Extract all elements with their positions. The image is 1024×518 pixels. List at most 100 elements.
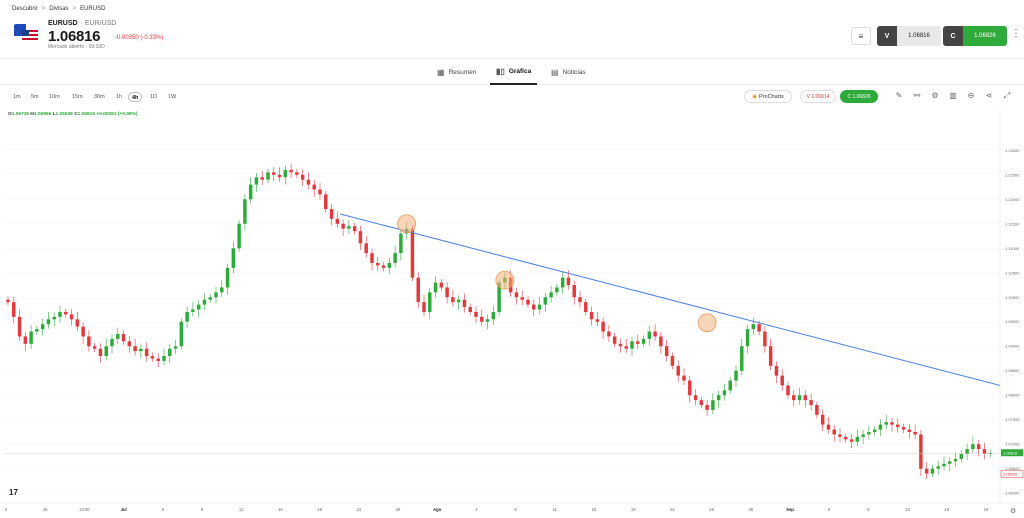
candle-body: [589, 311, 594, 320]
candle-body: [289, 169, 293, 173]
fullscreen-icon[interactable]: ⤢: [1003, 91, 1011, 100]
x-tick-label: 15: [592, 507, 597, 512]
candle-body: [890, 422, 894, 425]
candle-body: [815, 405, 819, 415]
timeframe-5m[interactable]: 5m: [31, 94, 39, 100]
candle-body: [664, 346, 669, 357]
timeframe-1h[interactable]: 1h: [116, 94, 123, 100]
y-tick-label: 1.10000: [1005, 295, 1020, 300]
price-chart[interactable]: 1.13000 1.12500 1.12000 1.11500 1.11000 1.105…: [0, 108, 1024, 518]
candle-body: [971, 444, 975, 450]
tab-chart[interactable]: ▮▯ Gráfica: [490, 59, 538, 85]
candle-body: [774, 365, 779, 376]
tab-news[interactable]: ▤ Noticias: [551, 59, 586, 85]
candle-body: [17, 316, 22, 337]
candle-body: [797, 395, 802, 401]
gear-icon[interactable]: ⚙: [931, 91, 939, 100]
candle-body: [792, 395, 796, 401]
chart-settings-icon[interactable]: ⚙: [1010, 508, 1017, 515]
candle-body: [347, 226, 351, 229]
candle-body: [820, 414, 825, 425]
watchlist-add-button[interactable]: ≡: [851, 27, 871, 45]
candle-body: [549, 292, 553, 298]
buy-label: C: [943, 26, 963, 46]
y-tick-label: 1.07500: [1005, 417, 1020, 422]
candle-body: [844, 436, 848, 440]
candle-body: [214, 292, 218, 298]
candle-body: [896, 424, 900, 428]
x-tick-label: 12: [239, 507, 244, 512]
more-options-icon[interactable]: ⋮: [1011, 28, 1021, 39]
candle-body: [942, 463, 946, 467]
candle-body: [930, 468, 935, 474]
candle-body: [693, 395, 698, 401]
procharts-button[interactable]: ◉ ProCharts: [744, 90, 792, 103]
x-tick-label: 19: [317, 507, 322, 512]
candle-body: [607, 331, 611, 337]
candle-body: [948, 461, 952, 464]
candle-body: [69, 314, 74, 320]
breadcrumb-item-currencies[interactable]: Divisas: [49, 6, 69, 12]
procharts-icon: ◉: [752, 93, 758, 100]
candle-body: [196, 304, 201, 310]
x-tick-label: 25: [709, 507, 714, 512]
breadcrumb-item-discover[interactable]: Descubrir: [12, 6, 38, 12]
candle-body: [12, 302, 16, 317]
timeframe-4h[interactable]: 4h: [128, 92, 143, 102]
tab-summary[interactable]: ▦ Resumen: [437, 59, 476, 85]
candle-body: [40, 324, 45, 330]
candle-body: [734, 370, 738, 381]
timeframe-1d[interactable]: 1D: [150, 94, 158, 100]
ohlc-readout: O1.06735 H1.06866 L1.06638 C1.06816 +0.0…: [8, 112, 137, 117]
x-tick-label: 19: [984, 507, 989, 512]
x-tick-label: Jul: [121, 507, 127, 512]
buy-button[interactable]: C 1.06826: [943, 26, 1007, 46]
candle-body: [173, 346, 178, 349]
timeframe-15m[interactable]: 15m: [72, 94, 83, 100]
candle-body: [763, 331, 767, 347]
timeframe-10m[interactable]: 10m: [49, 94, 60, 100]
candle-body: [936, 466, 940, 469]
indicators-icon[interactable]: ⚯: [913, 91, 921, 100]
pencil-icon[interactable]: ✎: [895, 91, 903, 100]
candle-body: [670, 356, 675, 366]
y-tick-label: 1.09500: [1005, 319, 1020, 324]
y-tick-label: 1.08500: [1005, 368, 1020, 373]
candle-body: [144, 348, 149, 357]
candle-body: [237, 223, 241, 249]
candle-body: [572, 285, 576, 298]
candle-body: [543, 297, 548, 305]
candle-body: [23, 336, 28, 344]
current-price-tag: [1001, 449, 1023, 457]
breadcrumb-item-current: EURUSD: [80, 6, 106, 12]
timeframe-1m[interactable]: 1m: [13, 94, 21, 100]
y-tick-label: 1.13000: [1005, 148, 1020, 153]
share-icon[interactable]: ⋖: [985, 91, 993, 100]
ohlc-l-label: L: [52, 112, 56, 117]
candle-body: [98, 348, 103, 357]
current-price: 1.06816: [48, 28, 101, 45]
quick-buy-button[interactable]: C 1.06826: [840, 90, 878, 103]
candle-body: [919, 434, 923, 469]
candle-body: [953, 458, 958, 462]
timeframe-30m[interactable]: 30m: [94, 94, 105, 100]
candle-body: [370, 253, 374, 263]
bar-chart-icon[interactable]: ▥: [949, 91, 957, 100]
candle-body: [566, 277, 571, 286]
zoom-out-icon[interactable]: ⊖: [967, 91, 975, 100]
quick-sell-button[interactable]: V 1.06814: [800, 90, 836, 103]
candle-body: [901, 427, 906, 430]
timeframe-1w[interactable]: 1W: [168, 94, 177, 100]
candle-body: [855, 436, 860, 442]
candle-body: [208, 297, 212, 300]
candle-body: [468, 307, 472, 312]
x-tick-label: 12: [905, 507, 910, 512]
sell-button[interactable]: V 1.06816: [877, 26, 941, 46]
eurusd-flag-icon: [14, 24, 38, 42]
candle-body: [110, 338, 114, 347]
bid-price-tag-label: 1.06826: [1003, 472, 1018, 477]
candle-body: [659, 336, 663, 347]
candle-body: [485, 319, 490, 322]
x-tick-label: Sep: [786, 507, 794, 512]
candle-body: [867, 431, 871, 435]
